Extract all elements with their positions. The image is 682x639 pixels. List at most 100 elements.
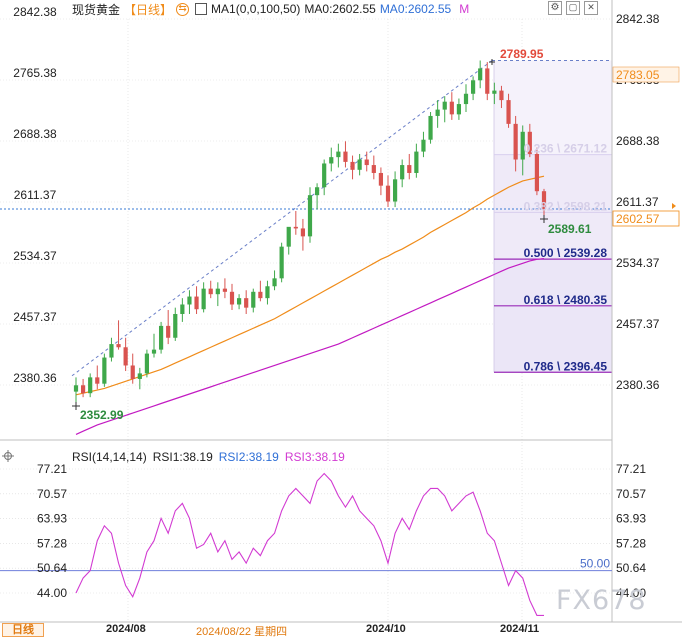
rsi-tick-left: 70.57: [37, 487, 67, 501]
candle-body: [222, 288, 228, 292]
candle-body: [80, 385, 86, 394]
trend-line: [71, 60, 493, 377]
candle: [144, 349, 150, 378]
candle-body: [307, 195, 313, 237]
candle-body: [478, 68, 483, 81]
candle: [173, 307, 178, 341]
candle: [307, 187, 313, 243]
candle: [180, 298, 185, 322]
current-price-arrow-icon: [672, 203, 676, 209]
candle: [73, 377, 79, 407]
rsi-grid: [0, 468, 612, 594]
candle-body: [442, 101, 447, 110]
candle: [513, 115, 518, 172]
rsi-tick-right: 44.00: [616, 586, 646, 600]
candle: [194, 286, 199, 314]
candle-body: [166, 325, 171, 338]
candle-body: [343, 151, 348, 162]
rsi-tick-right: 70.57: [616, 487, 646, 501]
candle-body: [272, 278, 277, 287]
close-icon[interactable]: ✕: [584, 1, 598, 15]
ma-magenta-line: [75, 257, 545, 435]
instrument-name: 现货黄金: [72, 2, 121, 17]
compare-icon[interactable]: ⇆: [176, 2, 190, 16]
candle-body: [407, 165, 412, 173]
rsi-tick-right: 50.64: [616, 561, 646, 575]
rsi-tick-left: 57.28: [37, 536, 67, 550]
candle: [442, 96, 447, 123]
footer-bar: 日线 2024/08 2024/08/22 星期四 2024/10 2024/1…: [0, 623, 682, 638]
rsi-tick-right: 77.21: [616, 462, 646, 476]
period-label[interactable]: 【日线】: [124, 2, 173, 17]
rsi-50-label: 50.00: [580, 557, 610, 571]
crosshair-icon[interactable]: [2, 450, 14, 462]
ma-orange-line: [75, 175, 545, 396]
ma0-value-a: MA0:2602.55: [304, 2, 376, 16]
candle: [137, 367, 142, 390]
rsi2-value: RSI2:38.19: [218, 450, 279, 464]
candle-body: [492, 90, 497, 94]
candle-body: [293, 226, 298, 229]
candle: [421, 131, 426, 158]
candle: [449, 92, 454, 120]
candle-body: [229, 291, 235, 305]
candle-body: [130, 365, 135, 379]
candle-body: [251, 291, 256, 308]
ma0-value-b: MA0:2602.55: [379, 2, 452, 16]
rsi-header: RSI(14,14,14) RSI1:38.19 RSI2:38.19 RSI3…: [72, 450, 345, 464]
price-tick-left: 2765.38: [13, 66, 57, 80]
candle: [322, 159, 327, 196]
candle: [116, 320, 121, 350]
candle: [258, 280, 263, 302]
candle: [478, 60, 483, 89]
fibonacci-labels: 0.236 \ 2671.12 0.382 \ 2598.21 0.500 \ 25…: [524, 142, 608, 374]
candle: [102, 353, 107, 387]
candle-body: [194, 296, 199, 310]
candle: [279, 242, 284, 283]
price-tick-right: 2688.38: [616, 134, 660, 148]
candle-body: [527, 131, 532, 154]
candle: [371, 155, 376, 180]
rsi-tick-right: 63.93: [616, 512, 646, 526]
period-button[interactable]: 日线: [2, 623, 44, 637]
candle-body: [534, 153, 540, 192]
candle: [541, 188, 547, 220]
rsi-tick-left: 44.00: [37, 586, 67, 600]
fibonacci-fill-lower: [494, 259, 612, 373]
indicator-checkbox-icon[interactable]: [195, 3, 208, 15]
candle-body: [385, 185, 391, 202]
candle-body: [506, 100, 511, 124]
side-price-tag: 2783.05: [616, 68, 660, 82]
candle-body: [215, 288, 220, 295]
chart-header: 现货黄金 【日线】 ⇆ MA1(0,0,100,50) MA0:2602.55 …: [72, 1, 469, 17]
candle-body: [329, 157, 334, 164]
candle: [244, 290, 249, 314]
fibonacci-level-label: 0.382 \ 2598.21: [524, 199, 608, 213]
candle-body: [265, 286, 270, 299]
candle-body: [485, 68, 490, 94]
candle: [166, 310, 171, 345]
candle: [229, 283, 235, 311]
candle-body: [400, 165, 405, 180]
candle: [222, 278, 228, 299]
candle-body: [414, 151, 419, 173]
date-label-oct: 2024/10: [366, 623, 406, 635]
candle: [364, 151, 369, 172]
candle: [470, 76, 476, 101]
settings-icon[interactable]: ⚙: [548, 1, 562, 15]
candle: [492, 82, 497, 105]
candle: [272, 270, 277, 291]
candle-body: [109, 344, 114, 358]
rsi1-value: RSI1:38.19: [152, 450, 213, 464]
low-price-label: 2352.99: [80, 408, 124, 422]
fibonacci-level-label: 0.786 \ 2396.45: [524, 359, 608, 373]
price-tick-left: 2842.38: [13, 5, 57, 19]
rsi-axis: 77.21 77.21 70.57 70.57 63.93 63.93 57.28 57.28…: [37, 462, 646, 600]
candles: [73, 60, 547, 407]
candle: [407, 153, 412, 180]
candle-body: [151, 349, 157, 354]
window-controls: ⚙ ▢ ✕: [548, 1, 598, 15]
expand-icon[interactable]: ▢: [566, 1, 580, 15]
